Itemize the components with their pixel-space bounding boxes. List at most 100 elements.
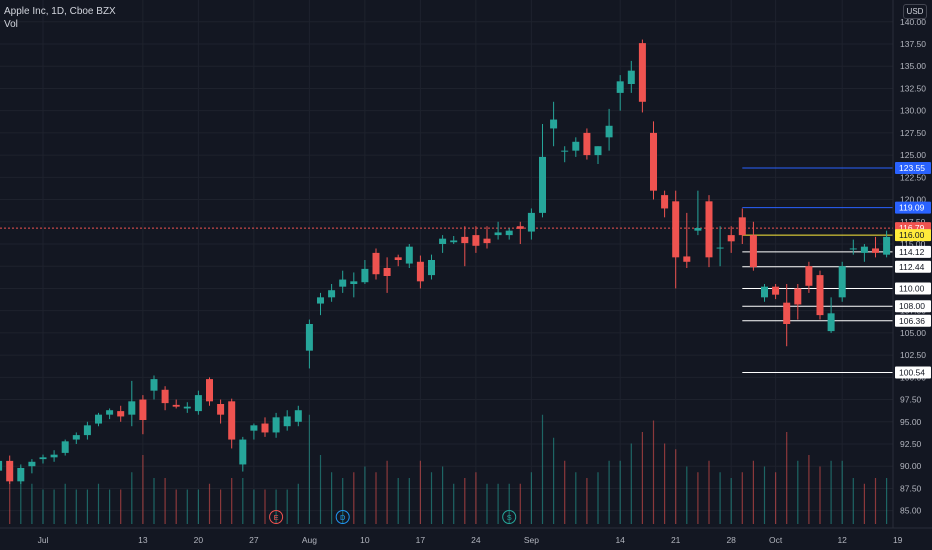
candle-body xyxy=(283,416,291,427)
y-tick-label: 130.00 xyxy=(900,106,926,116)
candle-body xyxy=(183,406,191,409)
candle-body xyxy=(294,410,302,422)
event-marker-label: E xyxy=(274,513,279,522)
candle-body xyxy=(328,290,336,298)
volume-label: Vol xyxy=(4,19,18,30)
candle-body xyxy=(339,279,347,287)
price-level-tag-label: 116.79 xyxy=(899,223,925,233)
candle-body xyxy=(83,425,91,436)
candle-body xyxy=(206,379,213,402)
y-tick-label: 140.00 xyxy=(900,17,926,27)
volume-bar xyxy=(264,489,266,524)
chart-legend: Apple Inc, 1D, Cboe BZX Vol xyxy=(4,5,116,31)
candle-body xyxy=(194,395,202,412)
candle-body xyxy=(505,230,513,236)
y-tick-label: 132.50 xyxy=(900,83,926,93)
price-level-tag-label: 114.12 xyxy=(899,247,925,257)
volume-bar xyxy=(419,460,421,524)
candle-body xyxy=(638,43,646,102)
price-level-tag xyxy=(895,245,931,258)
candle-body xyxy=(539,156,546,213)
volume-bar xyxy=(841,460,843,524)
volume-bar xyxy=(231,478,233,524)
candle-body xyxy=(716,247,724,249)
volume-bar xyxy=(364,466,366,524)
candle-body xyxy=(372,252,380,275)
candle-body xyxy=(683,256,691,262)
y-tick-label: 137.50 xyxy=(900,39,926,49)
candle-body xyxy=(72,435,80,440)
candle-body xyxy=(428,260,435,276)
candle-body xyxy=(217,404,225,415)
volume-bar xyxy=(275,489,277,524)
candle-body xyxy=(827,313,835,332)
price-level-tag xyxy=(895,260,931,273)
candle-body xyxy=(816,275,824,316)
volume-bar xyxy=(97,483,100,524)
volume-bar xyxy=(675,449,677,524)
event-marker xyxy=(335,510,350,524)
candle-body xyxy=(95,414,102,424)
volume-bar xyxy=(530,472,532,524)
volume-bar xyxy=(597,472,599,524)
x-tick-label: 12 xyxy=(837,535,847,545)
price-level-tag xyxy=(895,162,931,174)
volume-bar xyxy=(308,414,310,524)
price-level-tag xyxy=(895,314,931,327)
volume-bar xyxy=(564,460,566,524)
price-level-tag-label: 112.44 xyxy=(899,262,925,272)
x-tick-label: Oct xyxy=(769,535,783,545)
event-marker xyxy=(269,510,284,524)
candle-body xyxy=(627,70,635,84)
candle-body xyxy=(516,226,524,229)
volume-bar xyxy=(775,472,777,524)
volume-bar xyxy=(142,455,144,524)
volume-bar xyxy=(197,489,199,524)
candle-body xyxy=(483,238,491,244)
volume-bar xyxy=(9,460,11,524)
y-tick-label: 117.50 xyxy=(900,217,926,227)
candle-body xyxy=(761,286,768,298)
candle-body xyxy=(450,240,458,243)
candle-body xyxy=(594,146,602,156)
candle-body xyxy=(783,302,791,324)
volume-bar xyxy=(486,483,488,524)
volume-bar xyxy=(797,460,799,524)
candle-body xyxy=(672,201,680,258)
volume-bar xyxy=(652,420,655,524)
volume-bar xyxy=(353,472,355,524)
y-tick-label: 92.50 xyxy=(900,439,922,449)
x-tick-label: 19 xyxy=(893,535,903,545)
volume-bar xyxy=(153,478,155,524)
price-level-tag-label: 108.00 xyxy=(899,301,925,311)
x-tick-label: 28 xyxy=(726,535,736,545)
volume-bar xyxy=(120,489,122,524)
y-tick-label: 95.00 xyxy=(900,417,922,427)
volume-bar xyxy=(874,478,877,524)
y-tick-label: 135.00 xyxy=(900,61,926,71)
volume-bar xyxy=(808,455,810,524)
y-tick-label: 125.00 xyxy=(900,150,926,160)
candle-body xyxy=(661,195,669,209)
volume-bar xyxy=(497,483,499,524)
candle-body xyxy=(305,324,313,351)
volume-bar xyxy=(541,414,544,524)
candle-body xyxy=(261,423,269,433)
candle-body xyxy=(616,81,624,93)
candle-body xyxy=(472,235,480,246)
price-level-tag xyxy=(895,229,931,242)
x-tick-label: 21 xyxy=(671,535,681,545)
candle-body xyxy=(17,468,25,482)
volume-bar xyxy=(863,483,865,524)
volume-bar xyxy=(886,478,888,524)
candle-body xyxy=(494,232,502,236)
currency-button[interactable]: USD xyxy=(903,4,927,19)
price-level-tag xyxy=(895,366,931,379)
y-tick-label: 120.00 xyxy=(900,195,926,205)
volume-bar xyxy=(20,466,22,524)
price-level-tag xyxy=(895,300,931,313)
price-axis-background xyxy=(893,0,932,550)
volume-bar xyxy=(109,489,111,524)
y-tick-label: 115.00 xyxy=(900,239,926,249)
